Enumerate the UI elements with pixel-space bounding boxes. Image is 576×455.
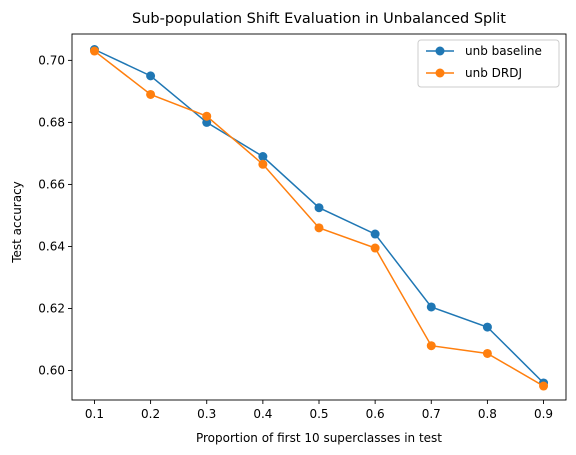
data-point [370,243,380,253]
data-point [426,302,436,312]
data-point [370,229,380,239]
y-tick-label: 0.70 [38,53,65,67]
data-point [146,89,156,99]
y-tick-label: 0.64 [38,239,65,253]
x-tick-label: 0.8 [478,407,497,421]
legend-label: unb DRDJ [465,66,522,80]
x-tick-label: 0.9 [534,407,553,421]
y-axis-label: Test accuracy [10,181,24,264]
data-point [482,348,492,358]
series-line-1 [93,50,544,387]
legend-swatch-marker [435,46,445,56]
data-point [539,381,549,391]
data-point [258,152,268,162]
chart-title: Sub-population Shift Evaluation in Unbal… [132,11,506,27]
data-point [314,203,324,213]
x-axis-label: Proportion of first 10 superclasses in t… [196,431,442,445]
x-tick-label: 0.6 [366,407,385,421]
x-tick-label: 0.4 [253,407,272,421]
data-point [146,71,156,81]
legend-label: unb baseline [465,44,542,58]
y-tick-label: 0.62 [38,302,65,316]
data-point [89,46,99,56]
x-tick-label: 0.2 [141,407,160,421]
data-point [482,322,492,332]
x-tick-label: 0.3 [197,407,216,421]
data-point [314,223,324,233]
y-tick-label: 0.66 [38,177,65,191]
data-point [202,117,212,127]
y-tick-label: 0.60 [38,364,65,378]
legend-swatch-marker [435,68,445,78]
data-point [258,159,268,169]
data-point [426,341,436,351]
x-tick-label: 0.1 [85,407,104,421]
plot-frame [71,33,567,401]
data-point [202,111,212,121]
y-tick-label: 0.68 [38,115,65,129]
x-tick-label: 0.5 [309,407,328,421]
x-tick-label: 0.7 [422,407,441,421]
legend: unb baseline unb DRDJ [417,39,560,88]
